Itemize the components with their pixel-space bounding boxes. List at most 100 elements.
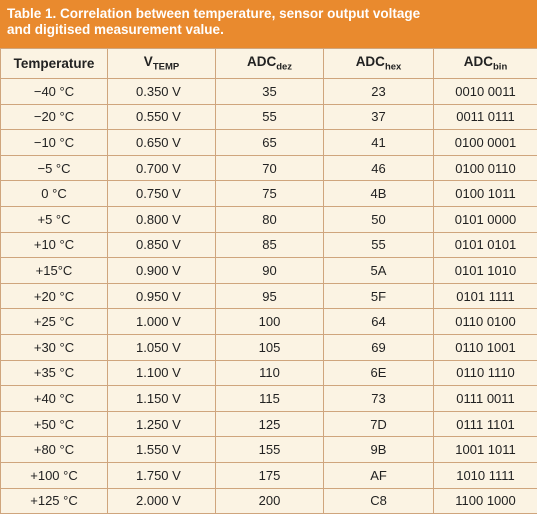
table-cell: 1.750 V	[107, 461, 216, 489]
table-row: +125 °C 2.000 V 200 C8 1100 1000	[0, 487, 537, 514]
header-subscript: TEMP	[152, 61, 180, 73]
header-text: V	[143, 54, 153, 70]
table-cell: −20 °C	[0, 103, 108, 131]
table-cell: 0.350 V	[107, 78, 216, 105]
table-cell: 1.050 V	[107, 333, 216, 361]
table-cell: +80 °C	[0, 436, 108, 463]
table-cell: 2.000 V	[107, 487, 216, 514]
table-cell: +30 °C	[0, 333, 108, 361]
table-row: +20 °C 0.950 V 95 5F 0101 1111	[0, 282, 537, 310]
header-subscript: dez	[276, 61, 293, 73]
table-cell: 0.750 V	[107, 180, 216, 207]
table-cell: 65	[215, 129, 324, 156]
table-cell: +100 °C	[0, 461, 108, 489]
table-cell: 0.650 V	[107, 129, 216, 156]
table-row: −10 °C 0.650 V 65 41 0100 0001	[0, 129, 537, 156]
table-cell: 1.250 V	[107, 410, 216, 438]
table-cell: 200	[215, 487, 324, 514]
table-cell: +125 °C	[0, 487, 108, 514]
title-line: and digitised measurement value.	[7, 22, 224, 37]
table-cell: 0111 0011	[433, 385, 537, 412]
table-cell: 90	[215, 257, 324, 284]
table-cell: 0 °C	[0, 180, 108, 207]
table-cell: 80	[215, 205, 324, 233]
table-cell: 46	[323, 154, 434, 182]
table-row: −20 °C 0.550 V 55 37 0011 0111	[0, 103, 537, 131]
data-table: Temperature VTEMP ADCdez ADChex ADCbin −40 °…	[0, 48, 537, 514]
table-row: +50 °C 1.250 V 125 7D 0111 1101	[0, 410, 537, 438]
table-cell: 0.800 V	[107, 205, 216, 233]
table-cell: 23	[323, 78, 434, 105]
table-cell: +15°C	[0, 257, 108, 284]
table-cell: +10 °C	[0, 231, 108, 259]
table-cell: 35	[215, 78, 324, 105]
header-text: ADC	[463, 54, 493, 70]
table-cell: 0110 0100	[433, 308, 537, 335]
header-text: Temperature	[13, 56, 95, 71]
table-cell: 0010 0011	[433, 78, 537, 105]
table-row: −40 °C 0.350 V 35 23 0010 0011	[0, 78, 537, 105]
table-cell: 125	[215, 410, 324, 438]
table-cell: 75	[215, 180, 324, 207]
table-cell: 115	[215, 385, 324, 412]
table-cell: 0101 0000	[433, 205, 537, 233]
table-cell: 0.950 V	[107, 282, 216, 310]
table-cell: 0101 1010	[433, 257, 537, 284]
table-cell: +5 °C	[0, 205, 108, 233]
table-cell: 155	[215, 436, 324, 463]
table-cell: 7D	[323, 410, 434, 438]
table-cell: 41	[323, 129, 434, 156]
table-cell: 0100 1011	[433, 180, 537, 207]
table-cell: 1.100 V	[107, 359, 216, 387]
table-cell: 64	[323, 308, 434, 335]
table-cell: 5A	[323, 257, 434, 284]
table-row: +100 °C 1.750 V 175 AF 1010 1111	[0, 461, 537, 489]
title-bar: Table 1. Correlation between temperature…	[0, 0, 537, 48]
table-cell: +35 °C	[0, 359, 108, 387]
table-row: +25 °C 1.000 V 100 64 0110 0100	[0, 308, 537, 335]
header-row: Temperature VTEMP ADCdez ADChex ADCbin	[0, 48, 537, 79]
table-cell: 50	[323, 205, 434, 233]
table-cell: 70	[215, 154, 324, 182]
table-cell: 0.900 V	[107, 257, 216, 284]
table-cell: 73	[323, 385, 434, 412]
table-cell: +50 °C	[0, 410, 108, 438]
header-cell: ADCbin	[433, 48, 537, 79]
table-row: 0 °C 0.750 V 75 4B 0100 1011	[0, 180, 537, 207]
table-row: +40 °C 1.150 V 115 73 0111 0011	[0, 385, 537, 412]
table-cell: −5 °C	[0, 154, 108, 182]
table-cell: 0.700 V	[107, 154, 216, 182]
table-cell: 0100 0110	[433, 154, 537, 182]
table-row: +10 °C 0.850 V 85 55 0101 0101	[0, 231, 537, 259]
table-cell: 0110 1110	[433, 359, 537, 387]
header-cell: Temperature	[0, 48, 108, 79]
table-cell: 105	[215, 333, 324, 361]
table-row: +5 °C 0.800 V 80 50 0101 0000	[0, 205, 537, 233]
header-subscript: hex	[384, 61, 402, 73]
table-cell: 69	[323, 333, 434, 361]
table-cell: 6E	[323, 359, 434, 387]
table-cell: 37	[323, 103, 434, 131]
table-cell: 1001 1011	[433, 436, 537, 463]
table-cell: 110	[215, 359, 324, 387]
table-cell: 85	[215, 231, 324, 259]
table-cell: −40 °C	[0, 78, 108, 105]
table-cell: 1.150 V	[107, 385, 216, 412]
table-row: +35 °C 1.100 V 110 6E 0110 1110	[0, 359, 537, 387]
header-subscript: bin	[493, 61, 508, 73]
title-line: Table 1. Correlation between temperature…	[7, 6, 421, 21]
table-cell: 0111 1101	[433, 410, 537, 438]
table-cell: 0101 1111	[433, 282, 537, 310]
table-cell: 0101 0101	[433, 231, 537, 259]
table-cell: 9B	[323, 436, 434, 463]
table-cell: +20 °C	[0, 282, 108, 310]
table-row: −5 °C 0.700 V 70 46 0100 0110	[0, 154, 537, 182]
table-row: +80 °C 1.550 V 155 9B 1001 1011	[0, 436, 537, 463]
header-text: ADC	[246, 54, 277, 70]
table-cell: 95	[215, 282, 324, 310]
table-cell: 0.850 V	[107, 231, 216, 259]
table-row: +30 °C 1.050 V 105 69 0110 1001	[0, 333, 537, 361]
header-text: ADC	[355, 54, 385, 70]
